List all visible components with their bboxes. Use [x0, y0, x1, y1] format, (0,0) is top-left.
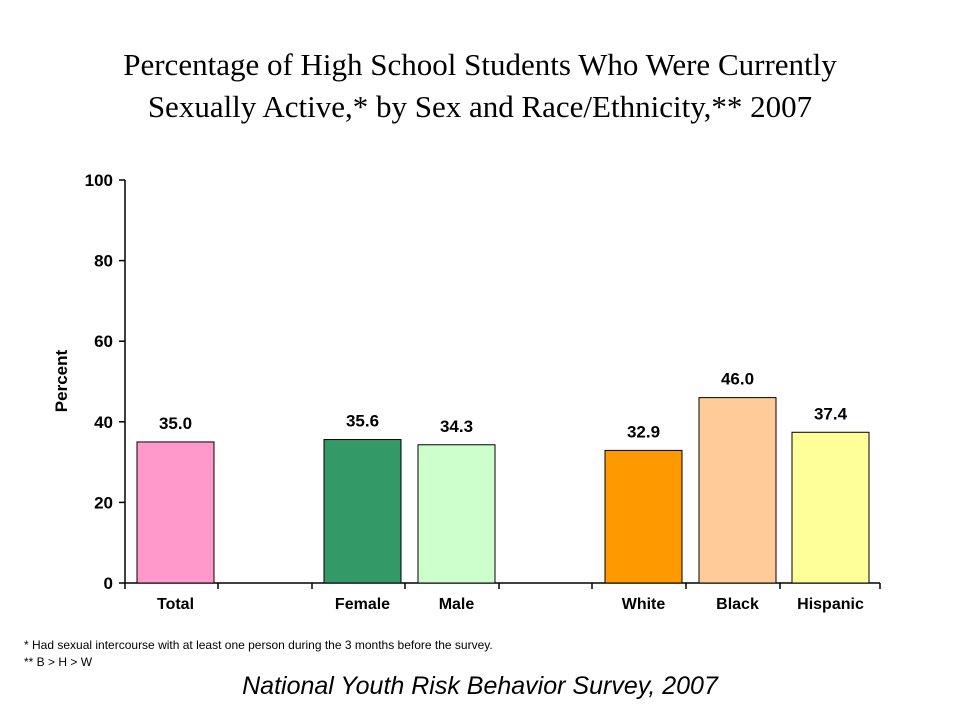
x-category-label: Female — [335, 596, 390, 613]
source-caption: National Youth Risk Behavior Survey, 200… — [242, 672, 718, 700]
bar-value-label: 35.0 — [159, 414, 192, 433]
y-tick-label: 20 — [94, 493, 113, 512]
x-category-label: Male — [439, 596, 475, 613]
y-tick-label: 0 — [104, 574, 113, 593]
x-category-label: Black — [716, 596, 759, 613]
chart-title-line-1: Percentage of High School Students Who W… — [123, 47, 837, 82]
bar-value-label: 46.0 — [721, 370, 754, 389]
x-category-label: White — [622, 596, 666, 613]
bar-white — [604, 449, 683, 584]
y-axis-title: Percent — [52, 349, 71, 412]
y-tick-label: 40 — [94, 413, 113, 432]
bar-value-label: 37.4 — [814, 404, 848, 423]
bar-female — [323, 439, 402, 584]
x-category-label: Total — [157, 596, 194, 613]
bar-total — [136, 441, 215, 584]
bar-hispanic — [791, 431, 870, 584]
chart-title: Percentage of High School Students Who W… — [0, 44, 960, 128]
x-category-label: Hispanic — [797, 596, 864, 613]
bar-male — [417, 444, 496, 584]
chart-title-line-2: Sexually Active,* by Sex and Race/Ethnic… — [147, 89, 813, 124]
bar-black — [698, 397, 777, 584]
y-tick-label: 60 — [94, 332, 113, 351]
bar-value-label: 34.3 — [440, 417, 473, 436]
footnote-significance: ** B > H > W — [24, 655, 93, 669]
bar-value-label: 35.6 — [346, 412, 379, 431]
bar-value-label: 32.9 — [627, 422, 660, 441]
y-tick-label: 100 — [85, 171, 113, 190]
footnote-definition: * Had sexual intercourse with at least o… — [24, 638, 493, 652]
y-tick-label: 80 — [94, 252, 113, 271]
